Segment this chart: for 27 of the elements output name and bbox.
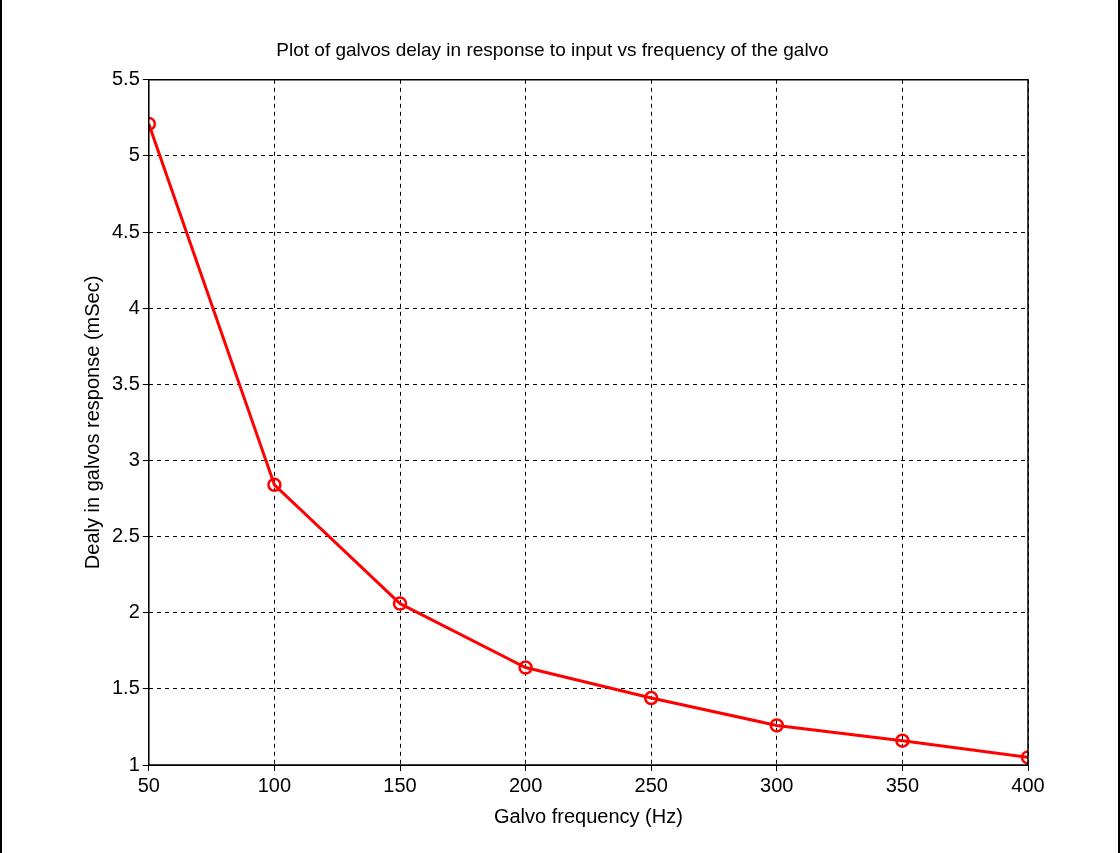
- point: [769, 718, 785, 733]
- point: [643, 690, 659, 706]
- x-tick-label: 100: [257, 773, 292, 796]
- x-tick-label: 400: [1011, 773, 1045, 796]
- point: [392, 596, 408, 611]
- point: [518, 660, 533, 675]
- x-tick-label: 150: [383, 773, 417, 796]
- y-tick-label: 5.5: [111, 67, 140, 90]
- chart-title: Plot of galvos delay in response to input vs frequency of the galvo: [276, 38, 829, 60]
- x-tick-label: 50: [137, 773, 160, 796]
- x-tick-label: 300: [760, 773, 794, 796]
- y-tick-label: 2: [128, 600, 140, 623]
- x-tick-label: 200: [508, 773, 543, 796]
- x-tick-label: 250: [634, 773, 668, 796]
- y-tick-label: 3.5: [111, 371, 140, 394]
- x-axis-title: Galvo frequency (Hz): [493, 804, 683, 827]
- y-tick-label: 1: [128, 752, 140, 775]
- y-axis-title: Dealy in galvos response (mSec): [80, 275, 103, 570]
- y-tick-label: 5: [128, 143, 140, 166]
- y-tick-label: 2.5: [111, 524, 140, 547]
- y-tick-label: 4: [128, 295, 140, 318]
- y-tick-label: 1.5: [111, 676, 140, 699]
- x-tick-label: 350: [885, 773, 920, 796]
- y-tick-label: 4.5: [111, 219, 140, 242]
- point: [267, 477, 282, 493]
- y-tick-label: 3: [128, 447, 140, 470]
- point: [895, 733, 910, 748]
